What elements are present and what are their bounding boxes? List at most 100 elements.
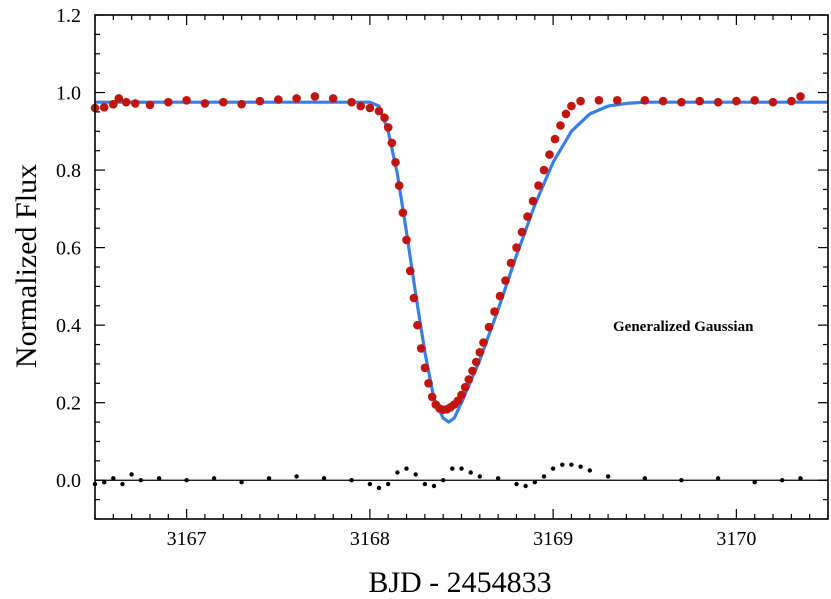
data-layer — [90, 92, 828, 491]
y-tick-label: 0.2 — [56, 393, 81, 415]
data-point-63 — [561, 109, 571, 119]
data-point-46 — [471, 357, 481, 367]
y-tick-label: 0.0 — [56, 470, 81, 492]
y-tick-label: 1.0 — [56, 83, 81, 105]
residual-point-2 — [111, 476, 116, 481]
residual-point-1 — [102, 480, 107, 485]
residual-point-4 — [129, 472, 134, 477]
data-point-18 — [356, 101, 366, 111]
data-point-26 — [398, 208, 408, 217]
residual-point-22 — [441, 478, 446, 483]
data-point-11 — [237, 99, 246, 109]
data-point-48 — [479, 338, 488, 347]
y-tick-label: 1.2 — [56, 5, 81, 27]
residual-point-29 — [523, 483, 528, 489]
residual-point-30 — [532, 480, 537, 485]
x-tick-label: 3169 — [533, 528, 573, 550]
residual-point-33 — [560, 462, 565, 467]
data-point-43 — [460, 382, 470, 392]
residual-point-10 — [266, 476, 272, 481]
data-point-14 — [292, 94, 301, 103]
y-tick-label: 0.6 — [56, 238, 81, 260]
data-point-19 — [365, 103, 375, 113]
data-point-23 — [387, 138, 397, 148]
y-tick-label: 0.4 — [56, 315, 81, 337]
data-point-2 — [109, 99, 118, 109]
y-axis-title: Normalized Flux — [10, 164, 43, 368]
data-point-44 — [464, 375, 474, 384]
data-point-57 — [528, 196, 538, 206]
data-point-67 — [613, 96, 622, 105]
residual-point-25 — [468, 470, 473, 475]
x-tick-label: 3170 — [716, 528, 756, 550]
plot-frame — [94, 14, 829, 520]
model-curve — [95, 100, 828, 424]
data-point-49 — [484, 322, 494, 332]
data-point-28 — [405, 266, 415, 276]
data-point-50 — [490, 307, 499, 316]
residual-point-28 — [514, 481, 519, 487]
residual-point-3 — [120, 481, 125, 487]
residual-point-14 — [367, 481, 373, 487]
residual-point-40 — [715, 476, 721, 481]
residual-point-18 — [404, 466, 409, 471]
residual-point-38 — [642, 476, 647, 481]
residual-point-26 — [477, 474, 482, 479]
residual-point-12 — [321, 476, 327, 481]
data-point-53 — [506, 258, 516, 268]
data-point-15 — [310, 92, 320, 101]
data-point-31 — [416, 344, 426, 353]
residual-point-9 — [239, 480, 244, 485]
data-point-61 — [550, 134, 560, 144]
residual-point-42 — [780, 478, 785, 483]
data-point-62 — [556, 121, 565, 130]
data-point-42 — [457, 390, 466, 400]
residual-point-7 — [184, 478, 189, 483]
data-point-75 — [768, 97, 778, 107]
y-tick-label: 0.8 — [56, 160, 81, 182]
residual-point-17 — [395, 470, 400, 475]
data-point-56 — [523, 212, 532, 221]
x-tick-label: 3168 — [350, 528, 390, 550]
x-axis-title: BJD - 2454833 — [368, 566, 551, 599]
residual-point-27 — [495, 476, 501, 481]
data-point-68 — [640, 96, 650, 105]
data-point-21 — [380, 113, 389, 122]
residual-point-39 — [679, 478, 684, 483]
residual-point-35 — [578, 464, 583, 469]
data-point-12 — [255, 96, 265, 106]
data-point-27 — [402, 235, 411, 245]
data-point-10 — [219, 97, 228, 107]
residual-point-23 — [450, 466, 455, 471]
data-point-8 — [182, 96, 191, 105]
data-point-13 — [274, 95, 283, 104]
data-point-9 — [200, 99, 210, 108]
data-point-54 — [512, 243, 521, 252]
data-point-73 — [732, 96, 741, 106]
data-point-71 — [695, 96, 704, 106]
data-point-25 — [394, 181, 404, 190]
data-point-7 — [164, 97, 173, 107]
residual-point-36 — [587, 468, 592, 473]
data-point-30 — [413, 320, 422, 330]
data-point-20 — [374, 106, 384, 116]
data-point-64 — [567, 101, 576, 111]
residual-point-16 — [386, 481, 391, 487]
data-point-29 — [409, 293, 419, 303]
data-point-58 — [534, 181, 543, 190]
residual-point-41 — [752, 480, 757, 485]
data-point-69 — [658, 96, 668, 106]
data-point-74 — [750, 96, 759, 105]
residual-point-20 — [422, 481, 428, 487]
data-point-59 — [539, 165, 549, 175]
data-point-6 — [145, 100, 155, 110]
x-tick-label: 3167 — [167, 528, 207, 550]
data-point-32 — [420, 363, 430, 373]
data-point-55 — [517, 227, 527, 237]
residual-point-5 — [138, 478, 143, 483]
residual-point-19 — [413, 472, 418, 477]
data-point-66 — [594, 96, 604, 105]
data-point-52 — [501, 276, 510, 285]
annotation-text: Generalized Gaussian — [613, 319, 754, 335]
residual-point-24 — [459, 466, 464, 471]
